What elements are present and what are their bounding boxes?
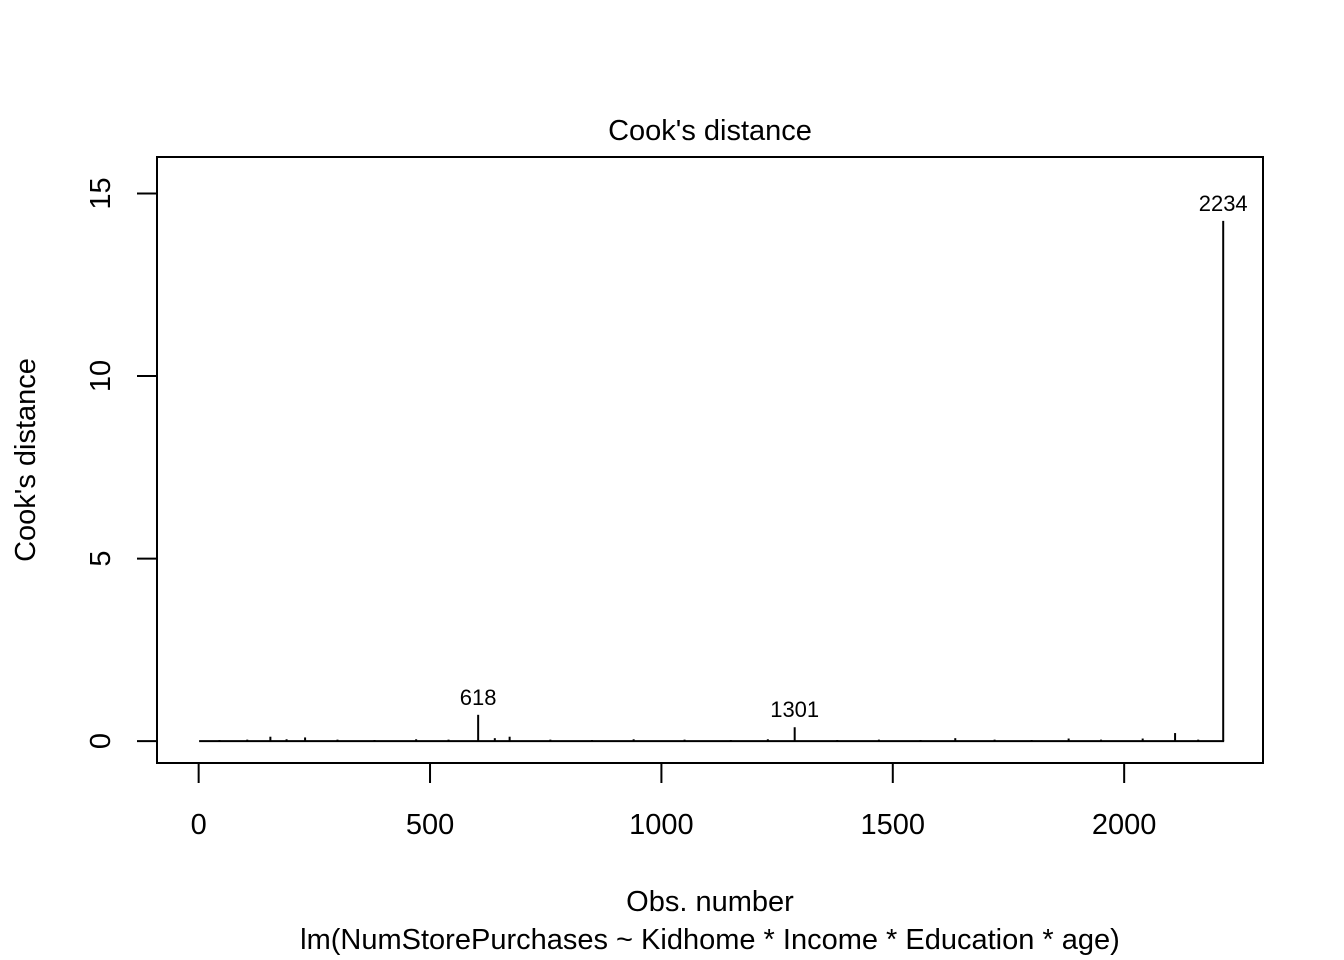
y-tick-label: 0 bbox=[85, 733, 117, 749]
x-tick-label: 1500 bbox=[861, 809, 926, 841]
y-tick-label: 10 bbox=[85, 360, 117, 392]
cooks-distance-bars bbox=[218, 220, 1225, 742]
y-axis-label: Cook's distance bbox=[10, 358, 42, 562]
x-tick-label: 500 bbox=[406, 809, 454, 841]
outlier-label: 1301 bbox=[770, 697, 819, 722]
model-formula-subtitle: lm(NumStorePurchases ~ Kidhome * Income … bbox=[300, 924, 1120, 956]
outlier-label: 618 bbox=[460, 685, 497, 710]
x-tick-label: 0 bbox=[191, 809, 207, 841]
y-tick-label: 5 bbox=[85, 550, 117, 566]
plot-frame bbox=[156, 156, 1264, 764]
y-axis: 0 5 10 15 bbox=[85, 177, 158, 749]
x-tick-label: 1000 bbox=[629, 809, 694, 841]
y-tick-label: 15 bbox=[85, 177, 117, 209]
x-axis-label: Obs. number bbox=[626, 886, 794, 918]
x-axis: 0 500 1000 1500 2000 bbox=[191, 762, 1157, 841]
outlier-labels: 618 1301 2234 bbox=[460, 191, 1248, 722]
outlier-label: 2234 bbox=[1199, 191, 1248, 216]
x-tick-label: 2000 bbox=[1092, 809, 1157, 841]
chart-title: Cook's distance bbox=[608, 115, 812, 147]
